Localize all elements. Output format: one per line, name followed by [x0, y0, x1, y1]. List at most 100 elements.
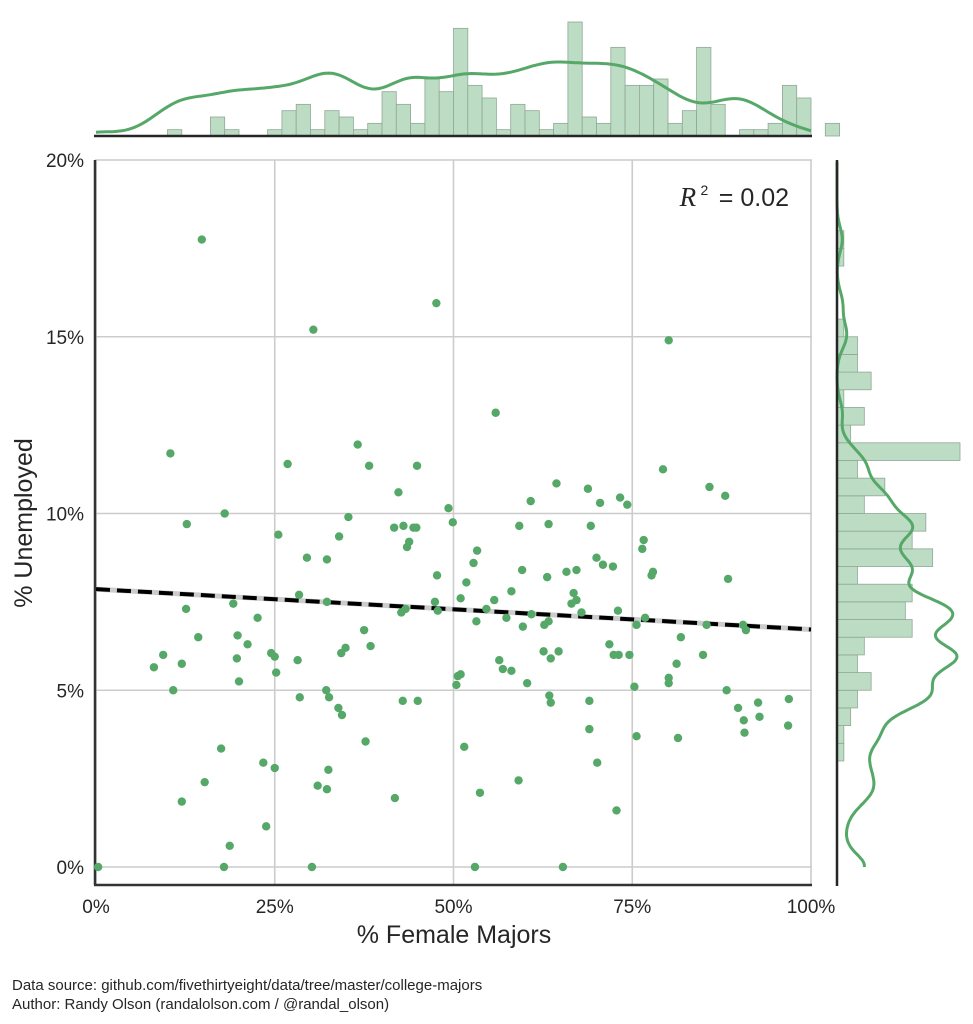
data-point — [430, 597, 440, 607]
data-point — [219, 862, 229, 872]
histogram-bar — [836, 566, 858, 585]
r-squared-value: = 0.02 — [719, 184, 789, 212]
data-point — [324, 765, 333, 774]
data-point — [562, 567, 571, 577]
data-point — [462, 578, 471, 587]
data-point — [216, 744, 226, 753]
data-point — [309, 325, 318, 334]
data-point — [605, 640, 614, 649]
data-point — [322, 597, 332, 607]
data-point — [638, 544, 647, 554]
top-marginal-kde-curve — [95, 60, 812, 134]
data-point — [630, 682, 639, 691]
scatter-points — [93, 235, 794, 872]
histogram-bar — [836, 654, 858, 673]
data-point — [705, 482, 714, 492]
data-point — [307, 862, 317, 872]
data-point — [613, 606, 623, 615]
data-point — [177, 659, 186, 668]
data-point — [739, 716, 748, 725]
data-point — [271, 668, 281, 677]
histogram-bar — [696, 46, 712, 137]
y-tick-label: 20% — [46, 151, 84, 172]
data-point — [149, 663, 159, 672]
data-point — [723, 574, 733, 584]
histogram-bar — [467, 84, 483, 137]
data-point — [232, 654, 242, 663]
x-tick-label: 0% — [82, 897, 110, 918]
histogram-bar — [836, 672, 872, 691]
histogram-bar — [836, 689, 858, 709]
y-tick-label: 5% — [57, 681, 85, 702]
data-point — [334, 703, 343, 713]
data-point — [615, 493, 625, 502]
histogram-bar — [453, 27, 469, 137]
y-tick-labels: 0% 5% 10% 15% 20% — [46, 151, 84, 879]
histogram-bar — [209, 116, 226, 137]
data-point — [364, 461, 374, 470]
data-point — [366, 641, 375, 651]
data-point — [784, 694, 794, 704]
data-point — [502, 613, 511, 622]
x-tick-label: 50% — [434, 897, 472, 918]
data-point — [585, 724, 594, 734]
data-point — [412, 523, 421, 532]
data-point — [234, 677, 244, 686]
author-text: Author: Randy Olson (randalolson.com / @… — [12, 996, 390, 1013]
data-point — [177, 797, 186, 806]
y-tick-label: 15% — [46, 328, 84, 349]
data-point — [402, 542, 412, 552]
data-point — [359, 625, 369, 635]
data-point — [632, 620, 641, 630]
data-point — [337, 710, 347, 720]
data-point — [472, 617, 481, 626]
data-point — [322, 686, 331, 695]
histogram-bar — [836, 460, 858, 479]
histogram-bar — [324, 110, 340, 137]
data-point — [413, 696, 422, 706]
data-point — [639, 535, 648, 545]
data-point — [586, 521, 595, 531]
data-point — [194, 633, 203, 642]
data-point — [182, 519, 192, 529]
data-point — [225, 841, 234, 850]
data-point — [640, 613, 650, 622]
data-point — [322, 785, 332, 794]
data-point — [261, 822, 271, 831]
data-point — [475, 788, 485, 797]
data-point — [470, 862, 480, 872]
data-point — [583, 484, 593, 493]
data-point — [302, 553, 312, 562]
data-point — [401, 604, 410, 614]
data-point — [361, 737, 370, 746]
data-point — [452, 680, 461, 690]
data-point — [169, 686, 178, 695]
data-point — [783, 721, 793, 730]
data-point — [592, 553, 601, 562]
histogram-bar — [836, 636, 865, 656]
data-point — [577, 608, 586, 617]
data-point — [554, 647, 563, 656]
data-point — [495, 656, 504, 665]
data-point — [294, 590, 304, 600]
x-tick-label: 75% — [613, 897, 651, 918]
data-point — [270, 763, 279, 773]
y-axis-title: % Unemployed — [10, 438, 38, 608]
data-point — [632, 732, 641, 741]
data-point — [444, 503, 453, 513]
data-point — [197, 235, 207, 244]
data-point — [482, 604, 491, 614]
data-point — [472, 546, 482, 555]
histogram-bar — [782, 84, 798, 137]
histogram-bar — [836, 583, 913, 603]
data-point — [313, 781, 322, 790]
data-point — [181, 604, 191, 614]
footer-credits: Data source: github.com/fivethirtyeight/… — [12, 976, 482, 1014]
right-marginal-histogram — [836, 230, 961, 762]
regression-line — [95, 587, 812, 632]
data-point — [491, 408, 500, 417]
data-point — [614, 650, 623, 660]
data-point — [741, 625, 751, 635]
data-point — [341, 643, 350, 653]
histogram-bar — [639, 84, 655, 137]
